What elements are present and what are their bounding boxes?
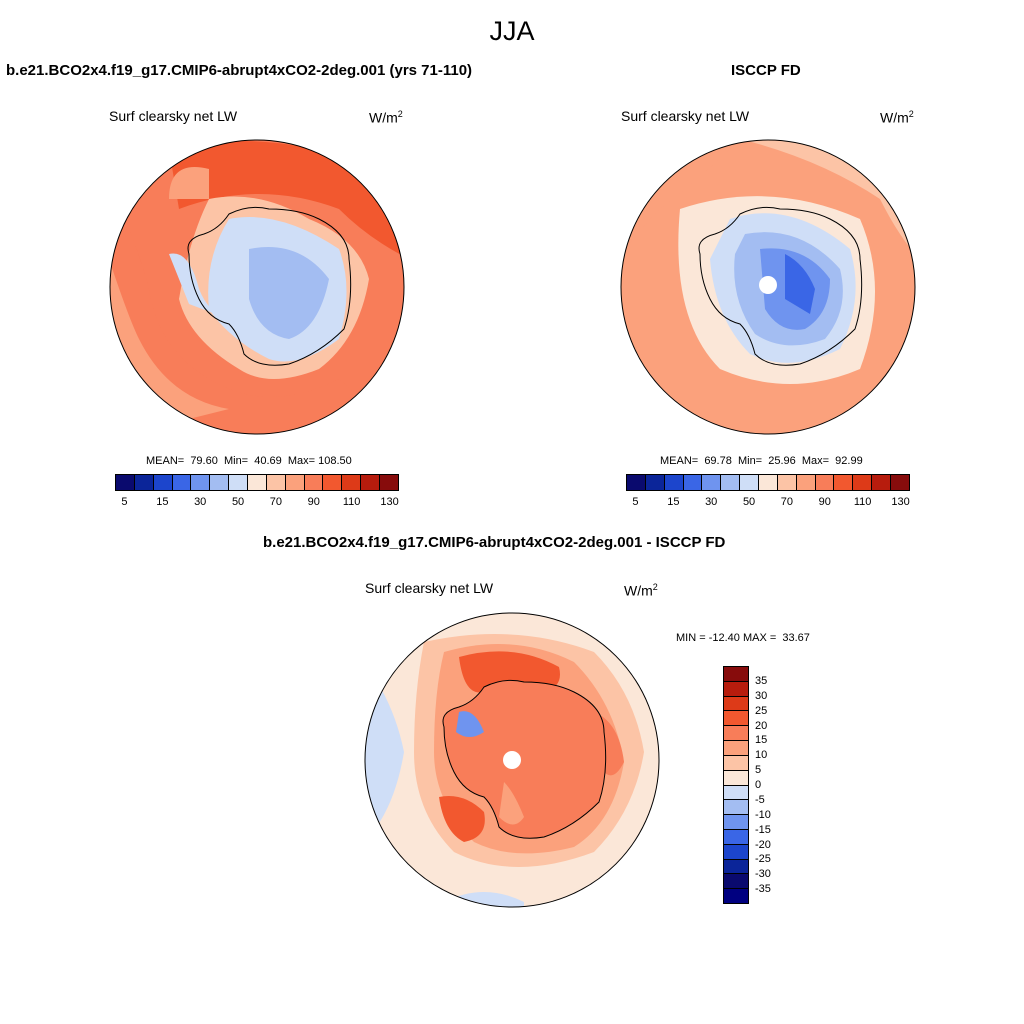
colorbar-swatch — [248, 475, 267, 490]
colorbar-tick-label: 110 — [853, 496, 872, 508]
colorbar-swatch — [724, 696, 748, 712]
colorbar-tick-label: 0 — [755, 779, 762, 791]
colorbar-swatch — [721, 475, 741, 490]
colorbar-swatch — [210, 475, 230, 490]
panel-1-stats: MEAN= 79.60 Min= 40.69 Max= 108.50 — [146, 455, 352, 467]
colorbar-swatch — [116, 475, 135, 490]
colorbar-swatch — [891, 475, 909, 490]
panel-1-title: b.e21.BCO2x4.f19_g17.CMIP6-abrupt4xCO2-2… — [6, 62, 473, 79]
colorbar-swatch — [683, 475, 703, 490]
colorbar-swatch — [740, 475, 760, 490]
colorbar-swatch — [724, 711, 748, 727]
colorbar-tick-label: -15 — [755, 823, 771, 836]
panel-2-stats: MEAN= 69.78 Min= 25.96 Max= 92.99 — [660, 455, 863, 467]
colorbar-tick-label: 70 — [780, 496, 794, 508]
colorbar-tick-label: 10 — [755, 749, 768, 762]
panel-3-title: b.e21.BCO2x4.f19_g17.CMIP6-abrupt4xCO2-2… — [263, 534, 726, 551]
panel-1-variable: Surf clearsky net LW — [109, 108, 238, 124]
colorbar-swatch — [191, 475, 211, 490]
colorbar-swatch — [229, 475, 249, 490]
colorbar-tick-label: 25 — [755, 704, 768, 717]
panel-3-colorbar-labels: 35 30 25 20 15 10 5 0 -5 -10 -15 -20 -25 -30 -35 — [755, 666, 785, 902]
colorbar-tick-label: -35 — [755, 883, 771, 896]
colorbar-swatch — [796, 475, 816, 490]
colorbar-swatch — [724, 800, 748, 816]
colorbar-tick-label: -25 — [755, 853, 771, 866]
colorbar-swatch — [834, 475, 854, 490]
colorbar-swatch — [724, 859, 748, 875]
colorbar-swatch — [724, 844, 748, 860]
colorbar-swatch — [815, 475, 835, 490]
colorbar-swatch — [285, 475, 305, 490]
panel-1-colorbar — [115, 474, 399, 491]
colorbar-swatch — [342, 475, 362, 490]
colorbar-swatch — [323, 475, 343, 490]
colorbar-tick-label: 30 — [194, 496, 207, 508]
colorbar-swatch — [853, 475, 873, 490]
colorbar-swatch — [777, 475, 797, 490]
colorbar-tick-label: 90 — [307, 496, 320, 508]
colorbar-swatch — [724, 874, 748, 890]
colorbar-tick-label: 15 — [156, 496, 169, 508]
panel-3-colorbar — [723, 666, 749, 904]
colorbar-swatch — [724, 667, 748, 682]
colorbar-swatch — [724, 726, 748, 742]
colorbar-tick-label: 130 — [380, 496, 399, 508]
colorbar-tick-label: -5 — [755, 793, 765, 806]
panel-2-map — [620, 139, 916, 435]
panel-2-colorbar — [626, 474, 910, 491]
colorbar-tick-label: 15 — [755, 734, 768, 747]
colorbar-tick-label: 90 — [818, 496, 831, 508]
panel-3-variable: Surf clearsky net LW — [365, 580, 494, 596]
panel-2-colorbar-labels: 5 15 30 50 70 90 110 130 — [626, 496, 910, 510]
colorbar-swatch — [724, 815, 748, 830]
colorbar-swatch — [759, 475, 778, 490]
colorbar-swatch — [266, 475, 286, 490]
page-title: JJA — [489, 16, 535, 46]
colorbar-swatch — [664, 475, 684, 490]
colorbar-tick-label: -30 — [755, 868, 771, 881]
colorbar-swatch — [724, 770, 748, 786]
colorbar-tick-label: 50 — [231, 496, 245, 508]
panel-3-units: W/m2 — [624, 582, 658, 599]
panel-1-units: W/m2 — [369, 109, 403, 126]
colorbar-swatch — [724, 741, 748, 756]
colorbar-swatch — [172, 475, 192, 490]
panel-3-stats: MIN = -12.40 MAX = 33.67 — [676, 632, 810, 644]
panel-2-title: ISCCP FD — [731, 62, 801, 79]
colorbar-swatch — [361, 475, 381, 490]
colorbar-swatch — [380, 475, 398, 490]
colorbar-swatch — [872, 475, 892, 490]
colorbar-swatch — [304, 475, 324, 490]
colorbar-swatch — [724, 785, 748, 801]
colorbar-swatch — [724, 755, 748, 771]
colorbar-swatch — [724, 889, 748, 903]
colorbar-tick-label: 5 — [121, 496, 128, 508]
panel-3-map — [364, 612, 660, 908]
colorbar-tick-label: 130 — [891, 496, 910, 508]
colorbar-tick-label: 5 — [755, 764, 762, 777]
colorbar-swatch — [702, 475, 722, 490]
colorbar-tick-label: 35 — [755, 674, 768, 687]
panel-1-colorbar-labels: 5 15 30 50 70 90 110 130 — [115, 496, 399, 510]
colorbar-tick-label: -10 — [755, 808, 771, 821]
colorbar-swatch — [724, 681, 748, 697]
colorbar-tick-label: 30 — [705, 496, 718, 508]
colorbar-swatch — [153, 475, 173, 490]
colorbar-swatch — [645, 475, 665, 490]
panel-1-map — [109, 139, 405, 435]
panel-2-variable: Surf clearsky net LW — [621, 108, 750, 124]
colorbar-tick-label: 20 — [755, 719, 768, 732]
colorbar-tick-label: 110 — [342, 496, 361, 508]
colorbar-tick-label: -20 — [755, 838, 771, 851]
colorbar-tick-label: 50 — [742, 496, 756, 508]
colorbar-swatch — [134, 475, 154, 490]
colorbar-tick-label: 15 — [667, 496, 680, 508]
colorbar-swatch — [627, 475, 646, 490]
panel-2-units: W/m2 — [880, 109, 914, 126]
colorbar-swatch — [724, 829, 748, 845]
colorbar-tick-label: 5 — [632, 496, 639, 508]
colorbar-tick-label: 70 — [269, 496, 283, 508]
colorbar-tick-label: 30 — [755, 689, 768, 702]
